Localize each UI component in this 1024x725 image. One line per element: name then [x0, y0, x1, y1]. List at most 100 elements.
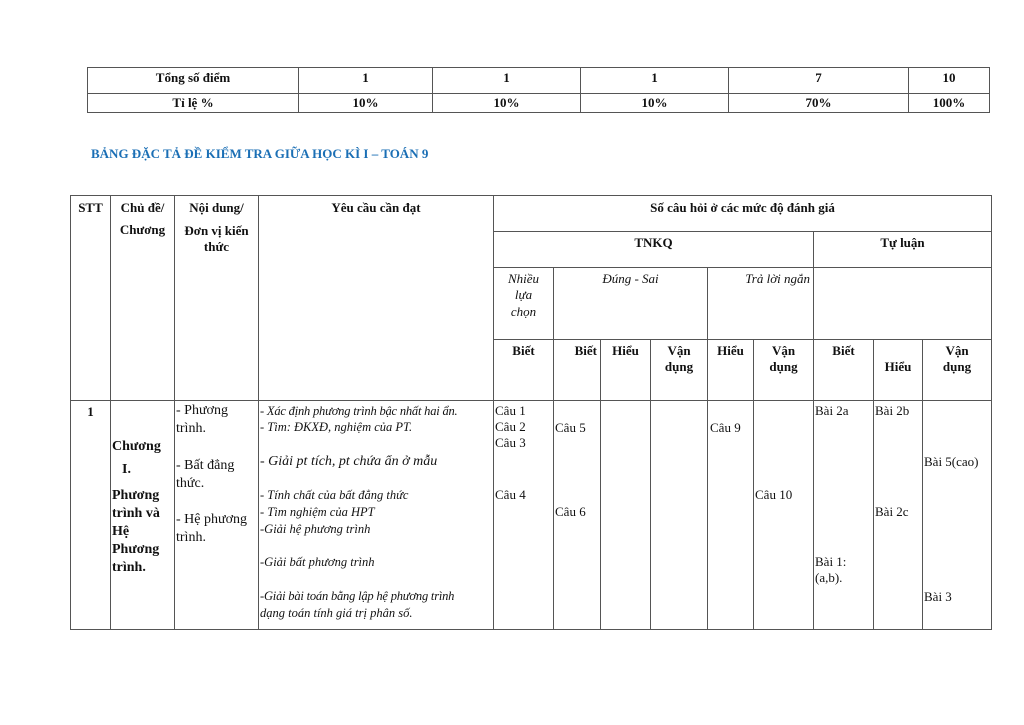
- header-text: TNKQ: [634, 235, 673, 250]
- summary-cell: 10%: [432, 93, 581, 113]
- question-ref: Câu 2: [495, 419, 526, 434]
- requirement-text: - Xác định phương trình bậc nhất hai ẩn.: [260, 404, 458, 418]
- content-text: trình.: [176, 421, 206, 436]
- chapter-text: trình và: [112, 506, 160, 521]
- level-text: dụng: [942, 359, 972, 374]
- summary-cell: 7: [728, 67, 909, 94]
- chapter-text: Chương: [112, 439, 161, 454]
- header-text: Chủ đề/: [120, 200, 165, 215]
- header-dung-sai: Đúng - Sai: [553, 267, 708, 340]
- level-header: Hiểu: [873, 339, 923, 401]
- level-header: Vận dụng: [922, 339, 992, 401]
- chapter-text: Phương: [112, 542, 160, 557]
- level-header: Biết: [813, 339, 874, 401]
- level-header: Hiểu: [600, 339, 651, 401]
- header-text: Trả lời ngắn: [745, 271, 810, 286]
- question-ref: Câu 4: [495, 487, 526, 502]
- body-cell-tl-biet: Bài 2a Bài 1: (a,b).: [813, 400, 874, 630]
- header-text: Tự luận: [880, 235, 925, 250]
- summary-label-cell: Tỉ lệ %: [87, 93, 299, 113]
- header-nhieu-lua-chon: Nhiều lựa chọn: [493, 267, 554, 340]
- header-chu-de: Chủ đề/ Chương: [110, 195, 175, 401]
- content-text: trình.: [176, 530, 206, 545]
- header-text: Nội dung/: [189, 200, 244, 215]
- stt-value: 1: [87, 404, 94, 419]
- question-ref: Bài 1:: [815, 554, 847, 569]
- level-text: Vận: [771, 343, 796, 358]
- question-ref: Câu 5: [555, 420, 586, 435]
- requirement-text: -Giải bài toán bằng lập hệ phương trình: [260, 589, 455, 603]
- header-text: Đơn vị kiến: [184, 223, 249, 238]
- question-ref: Câu 9: [710, 420, 741, 435]
- header-stt-text: STT: [78, 200, 103, 215]
- header-yeu-cau: Yêu cầu cần đạt: [258, 195, 494, 401]
- content-text: - Bất đẳng: [176, 458, 235, 473]
- summary-value: 10%: [352, 95, 379, 110]
- level-text: Hiểu: [884, 359, 912, 374]
- question-ref: Câu 10: [755, 487, 793, 502]
- level-text: Vận: [667, 343, 691, 358]
- question-ref: Bài 3: [924, 589, 952, 604]
- summary-value: 1: [362, 70, 369, 85]
- summary-cell: 10%: [580, 93, 729, 113]
- body-cell-yeu-cau: - Xác định phương trình bậc nhất hai ẩn.…: [258, 400, 494, 630]
- summary-value: 1: [503, 70, 510, 85]
- summary-value: 70%: [805, 95, 832, 110]
- summary-cell: 100%: [908, 93, 990, 113]
- level-text: Hiểu: [717, 343, 744, 358]
- header-text: Chương: [119, 222, 166, 237]
- level-text: Vận: [945, 343, 969, 358]
- level-text: Biết: [832, 343, 855, 358]
- summary-cell: 1: [298, 67, 433, 94]
- summary-label-cell: Tổng số điểm: [87, 67, 299, 94]
- requirement-text: - Tìm: ĐKXĐ, nghiệm của PT.: [260, 420, 413, 434]
- header-tnkq: TNKQ: [493, 231, 814, 268]
- summary-value: 10%: [641, 95, 668, 110]
- summary-value: 1: [651, 70, 658, 85]
- body-cell-stt: 1: [70, 400, 111, 630]
- question-ref: Câu 6: [555, 504, 586, 519]
- body-cell-tl-hieu: Bài 2b Bài 2c: [873, 400, 923, 630]
- summary-cell: 1: [432, 67, 581, 94]
- body-cell-nlc-biet: Câu 1 Câu 2 Câu 3 Câu 4: [493, 400, 554, 630]
- summary-cell: 70%: [728, 93, 909, 113]
- summary-value: 7: [815, 70, 822, 85]
- question-ref: (a,b).: [815, 570, 843, 585]
- summary-value: 10: [942, 70, 956, 85]
- question-ref: Bài 5(cao): [924, 454, 979, 469]
- header-stt: STT: [70, 195, 111, 401]
- summary-value: 100%: [932, 95, 966, 110]
- question-ref: Bài 2c: [875, 504, 909, 519]
- body-cell-chuong: Chương I. Phương trình và Hệ Phương trìn…: [110, 400, 175, 630]
- question-ref: Bài 2b: [875, 403, 910, 418]
- level-text: Biết: [574, 343, 597, 358]
- header-text: lựa: [514, 287, 533, 302]
- chapter-text: trình.: [112, 560, 146, 575]
- header-text: thức: [203, 239, 230, 254]
- section-title: BẢNG ĐẶC TẢ ĐỀ KIỂM TRA GIỮA HỌC KÌ I – …: [91, 146, 429, 161]
- header-so-cau: Số câu hỏi ở các mức độ đánh giá: [493, 195, 992, 232]
- header-noi-dung: Nội dung/ Đơn vị kiến thức: [174, 195, 259, 401]
- header-text: Số câu hỏi ở các mức độ đánh giá: [650, 200, 835, 215]
- body-cell-tln-hieu: Câu 9: [707, 400, 754, 630]
- level-text: dụng: [664, 359, 694, 374]
- question-ref: Bài 2a: [815, 403, 849, 418]
- header-tu-luan: Tự luận: [813, 231, 992, 268]
- header-text: Đúng - Sai: [602, 271, 659, 286]
- body-cell-tln-vandung: Câu 10: [753, 400, 814, 630]
- level-text: Hiểu: [612, 343, 639, 358]
- requirement-text: - Tìm nghiệm của HPT: [260, 505, 375, 519]
- header-text: Yêu cầu cần đạt: [331, 200, 421, 215]
- ratio-label: Tỉ lệ %: [172, 95, 214, 110]
- chapter-text: I.: [122, 462, 131, 477]
- summary-cell: 10: [908, 67, 990, 94]
- body-cell-noi-dung: - Phương trình. - Bất đẳng thức. - Hệ ph…: [174, 400, 259, 630]
- level-header: Hiểu: [707, 339, 754, 401]
- summary-value: 10%: [493, 95, 520, 110]
- content-text: - Phương: [176, 403, 228, 418]
- requirement-text: -Giải hệ phương trình: [260, 522, 371, 536]
- content-text: thức.: [176, 476, 205, 491]
- header-tra-loi-ngan: Trả lời ngắn: [707, 267, 814, 340]
- body-cell-ds-biet: Câu 5 Câu 6: [553, 400, 601, 630]
- summary-cell: 1: [580, 67, 729, 94]
